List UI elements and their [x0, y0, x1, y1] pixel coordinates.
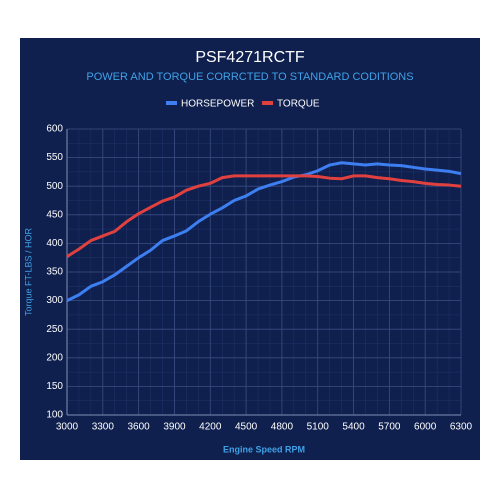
y-tick-label: 450 [46, 209, 63, 220]
series-line [66, 174, 462, 258]
x-tick-label: 3900 [163, 422, 186, 433]
x-tick-label: 5400 [342, 422, 365, 433]
x-axis-label: Engine Speed RPM [223, 444, 305, 454]
legend-swatch [166, 101, 177, 105]
y-tick-label: 600 [46, 124, 63, 135]
legend-label: HORSEPOWER [181, 99, 254, 110]
legend-swatch [262, 101, 273, 105]
y-tick-label: 150 [46, 381, 63, 392]
y-tick-label: 400 [46, 238, 63, 249]
x-tick-label: 4500 [235, 422, 258, 433]
x-tick-label: 3000 [56, 422, 79, 433]
x-tick-label: 3300 [92, 422, 115, 433]
y-tick-label: 550 [46, 152, 63, 163]
series-line [66, 161, 462, 302]
x-tick-label: 5100 [307, 422, 330, 433]
x-tick-label: 6000 [414, 422, 437, 433]
y-tick-label: 100 [46, 410, 63, 421]
x-tick-label: 4200 [199, 422, 222, 433]
x-tick-label: 4800 [271, 422, 294, 433]
y-tick-label: 500 [46, 181, 63, 192]
chart-background [20, 38, 480, 460]
legend-label: TORQUE [277, 99, 320, 110]
y-tick-label: 250 [46, 324, 63, 335]
chart-subtitle: POWER AND TORQUE CORRCTED TO STANDARD CO… [86, 71, 413, 83]
y-axis-label: Torque FT-LBS / HOR [23, 227, 33, 316]
y-tick-label: 350 [46, 267, 63, 278]
y-tick-label: 300 [46, 295, 63, 306]
y-tick-label: 200 [46, 352, 63, 363]
x-tick-label: 3600 [128, 422, 151, 433]
x-tick-label: 6300 [450, 422, 473, 433]
x-tick-label: 5700 [378, 422, 401, 433]
chart-title: PSF4271RCTF [195, 49, 305, 66]
